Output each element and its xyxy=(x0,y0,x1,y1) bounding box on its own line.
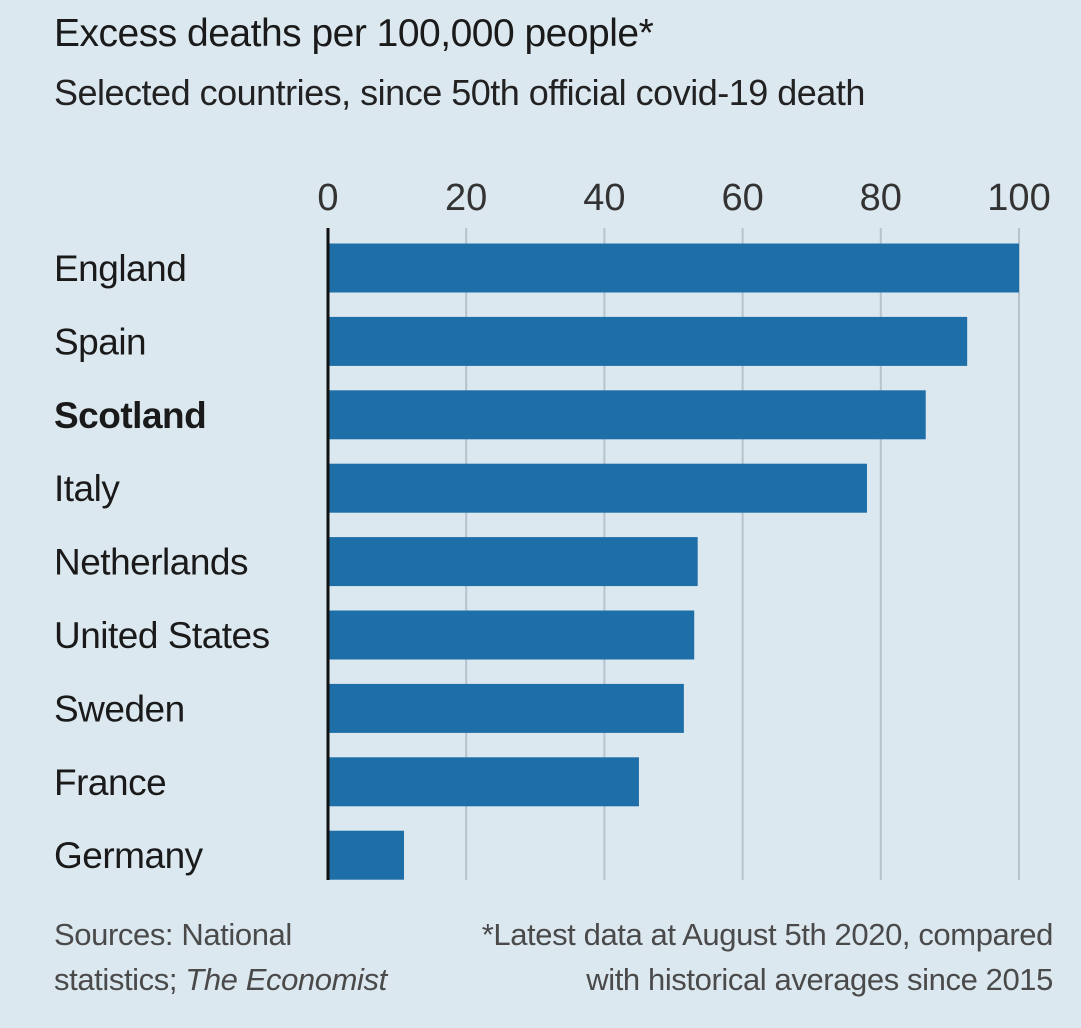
footnote-line-1: *Latest data at August 5th 2020, compare… xyxy=(481,917,1054,952)
category-label-sweden: Sweden xyxy=(54,688,185,729)
category-label-france: France xyxy=(54,762,166,803)
category-label-italy: Italy xyxy=(54,468,120,509)
sources-line-1: Sources: National xyxy=(54,917,292,952)
bar-sweden xyxy=(328,683,684,733)
bar-united-states xyxy=(328,610,695,660)
category-label-germany: Germany xyxy=(54,835,204,876)
sources-line-2: statistics; The Economist xyxy=(54,957,387,1002)
bar-spain xyxy=(328,316,968,366)
category-label-united-states: United States xyxy=(54,615,270,656)
category-label-england: England xyxy=(54,248,186,289)
x-tick-label-0: 0 xyxy=(317,177,338,219)
bar-england xyxy=(328,243,1019,293)
sources-publication: The Economist xyxy=(185,962,387,997)
bar-italy xyxy=(328,463,867,513)
sources-line-2-prefix: statistics; xyxy=(54,962,186,997)
category-label-scotland: Scotland xyxy=(54,395,206,436)
bar-germany xyxy=(328,830,405,880)
footnote: *Latest data at August 5th 2020, compare… xyxy=(481,912,1054,1002)
bar-netherlands xyxy=(328,537,698,587)
chart-subtitle: Selected countries, since 50th official … xyxy=(54,72,865,113)
category-label-netherlands: Netherlands xyxy=(54,542,248,583)
x-tick-label-100: 100 xyxy=(987,177,1050,219)
x-tick-label-20: 20 xyxy=(445,177,487,219)
x-tick-label-40: 40 xyxy=(583,177,625,219)
chart-title: Excess deaths per 100,000 people* xyxy=(54,12,654,55)
bar-scotland xyxy=(328,390,926,440)
x-tick-label-80: 80 xyxy=(860,177,902,219)
sources-note: Sources: National statistics; The Econom… xyxy=(54,912,387,1002)
x-tick-label-60: 60 xyxy=(721,177,763,219)
footnote-line-2: with historical averages since 2015 xyxy=(586,962,1053,997)
bar-france xyxy=(328,757,639,807)
category-label-spain: Spain xyxy=(54,321,146,362)
